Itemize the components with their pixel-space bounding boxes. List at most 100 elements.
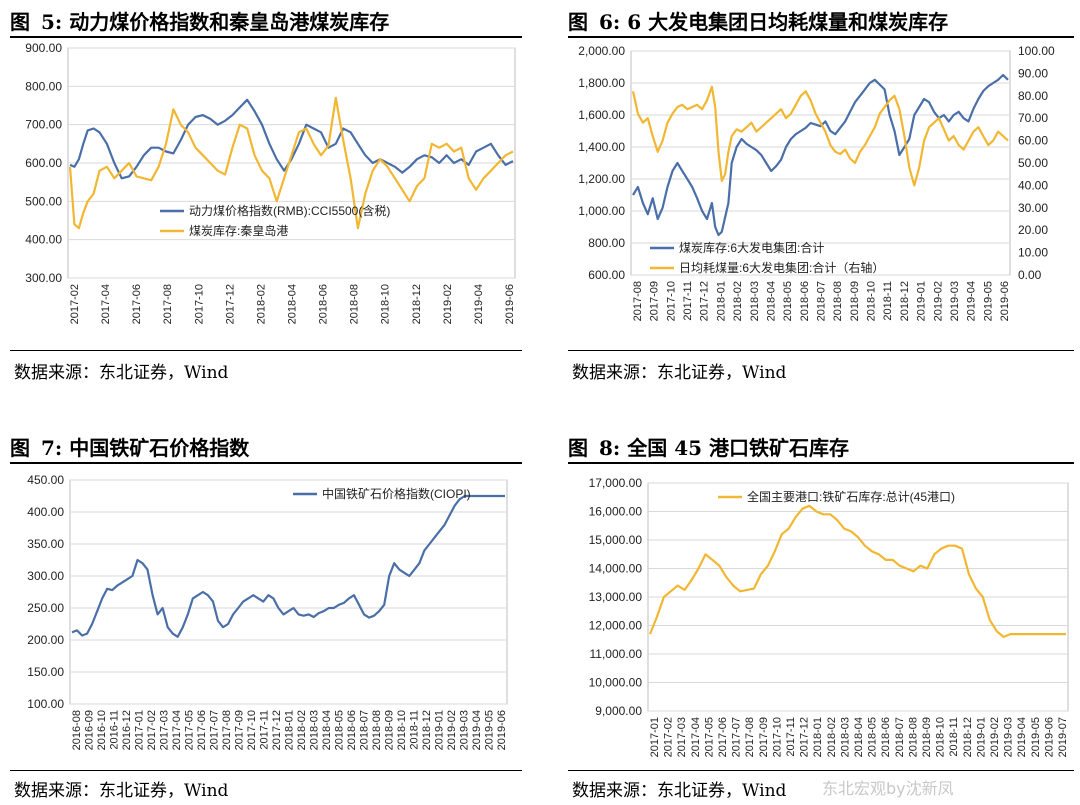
x-tick-label: 2019-06 bbox=[999, 281, 1011, 321]
source-rule bbox=[568, 350, 1074, 351]
x-tick-label: 2017-09 bbox=[649, 281, 661, 321]
figure-title-text: 动力煤价格指数和秦皇岛港煤炭库存 bbox=[69, 10, 390, 34]
x-tick-label: 2018-01 bbox=[715, 281, 727, 321]
figure-label: 图 bbox=[10, 10, 30, 34]
x-tick-label: 2019-05 bbox=[484, 710, 496, 750]
title-rule bbox=[10, 462, 522, 464]
series-line bbox=[632, 73, 1009, 237]
figure-title: 图 7: 中国铁矿石价格指数 bbox=[10, 432, 249, 461]
figure-title-text: 中国铁矿石价格指数 bbox=[69, 436, 250, 460]
series-line bbox=[648, 504, 1066, 638]
x-tick-label: 2017-10 bbox=[771, 717, 783, 757]
y-tick-label: 2,000.00 bbox=[578, 44, 625, 58]
y-tick-label: 100.00 bbox=[27, 697, 64, 711]
x-tick-label: 2018-10 bbox=[935, 717, 947, 757]
x-tick-label: 2017-11 bbox=[259, 710, 271, 750]
x-tick-label: 2017-02 bbox=[146, 710, 158, 750]
x-tick-label: 2018-02 bbox=[255, 284, 267, 324]
x-tick-label: 2016-09 bbox=[84, 710, 96, 750]
y-tick-label: 13,000.00 bbox=[589, 590, 643, 604]
x-tick-label: 2018-01 bbox=[812, 717, 824, 757]
y-tick-label: 350.00 bbox=[27, 537, 64, 551]
x-tick-label: 2019-01 bbox=[975, 717, 987, 757]
x-tick-label: 2017-12 bbox=[271, 710, 283, 750]
y-right-tick-label: 80.00 bbox=[1018, 89, 1048, 103]
figure-5: 图 5: 动力煤价格指数和秦皇岛港煤炭库存 900.00 800.00 700.00… bbox=[10, 0, 530, 390]
x-tick-label: 2019-02 bbox=[446, 710, 458, 750]
x-tick-label: 2018-09 bbox=[921, 717, 933, 757]
x-tick-label: 2017-01 bbox=[134, 710, 146, 750]
x-tick-label: 2019-04 bbox=[1016, 717, 1028, 757]
x-tick-label: 2018-06 bbox=[799, 281, 811, 321]
x-tick-label: 2017-10 bbox=[246, 710, 258, 750]
y-tick-label: 16,000.00 bbox=[589, 505, 643, 519]
y-tick-label: 14,000.00 bbox=[589, 562, 643, 576]
x-tick-label: 2019-05 bbox=[982, 281, 994, 321]
x-tick-label: 2019-06 bbox=[1043, 717, 1055, 757]
x-tick-label: 2018-12 bbox=[899, 281, 911, 321]
y-tick-label: 200.00 bbox=[27, 633, 64, 647]
x-tick-label: 2017-07 bbox=[209, 710, 221, 750]
y-tick-label: 700.00 bbox=[25, 118, 62, 132]
x-tick-label: 2017-04 bbox=[690, 717, 702, 757]
figure-title: 图 8: 全国 45 港口铁矿石库存 bbox=[568, 432, 849, 461]
figure-title: 图 6: 6 大发电集团日均耗煤量和煤炭库存 bbox=[568, 6, 948, 35]
x-tick-label: 2019-06 bbox=[504, 284, 516, 324]
y-tick-label: 500.00 bbox=[25, 194, 62, 208]
figure-8: 图 8: 全国 45 港口铁矿石库存 17,000.00 16,000.00 15,… bbox=[568, 424, 1078, 805]
figure-title-text: 6 大发电集团日均耗煤量和煤炭库存 bbox=[627, 10, 949, 34]
x-tick-label: 2018-12 bbox=[421, 710, 433, 750]
y-tick-label: 300.00 bbox=[25, 271, 62, 285]
y-tick-label: 600.00 bbox=[588, 268, 625, 282]
y-tick-label: 1,800.00 bbox=[578, 76, 625, 90]
source-note: 数据来源：东北证券，Wind bbox=[572, 781, 787, 801]
x-tick-label: 2018-08 bbox=[349, 284, 361, 324]
x-tick-label: 2017-04 bbox=[100, 284, 112, 324]
x-tick-label: 2018-07 bbox=[894, 717, 906, 757]
figure-title-text: 全国 45 港口铁矿石库存 bbox=[627, 436, 850, 460]
x-tick-label: 2019-04 bbox=[966, 281, 978, 321]
x-tick-label: 2017-06 bbox=[131, 284, 143, 324]
x-tick-label: 2019-06 bbox=[496, 710, 508, 750]
y-right-tick-label: 100.00 bbox=[1018, 44, 1055, 58]
x-tick-label: 2017-03 bbox=[159, 710, 171, 750]
y-tick-label: 1,200.00 bbox=[578, 172, 625, 186]
y-tick-label: 9,000.00 bbox=[595, 704, 642, 718]
legend-label: 动力煤价格指数(RMB):CCI5500(含税) bbox=[189, 203, 390, 218]
y-right-tick-label: 90.00 bbox=[1018, 66, 1048, 80]
x-tick-label: 2017-04 bbox=[171, 710, 183, 750]
figure-label: 图 bbox=[10, 436, 30, 460]
x-tick-label: 2017-10 bbox=[193, 284, 205, 324]
x-tick-label: 2018-08 bbox=[371, 710, 383, 750]
y-right-tick-label: 40.00 bbox=[1018, 178, 1048, 192]
source-rule bbox=[10, 770, 522, 771]
x-tick-label: 2016-12 bbox=[121, 710, 133, 750]
chart-7: 450.00 400.00 350.00 300.00 250.00 200.00 150.… bbox=[27, 473, 508, 750]
x-tick-label: 2017-02 bbox=[69, 284, 81, 324]
x-tick-label: 2018-04 bbox=[321, 710, 333, 750]
y-right-tick-label: 30.00 bbox=[1018, 201, 1048, 215]
x-tick-label: 2017-10 bbox=[665, 281, 677, 321]
x-tick-label: 2017-05 bbox=[703, 717, 715, 757]
y-right-tick-label: 10.00 bbox=[1018, 246, 1048, 260]
x-tick-label: 2018-11 bbox=[409, 710, 421, 750]
figure-number: 8: bbox=[598, 436, 621, 460]
x-tick-label: 2017-11 bbox=[785, 717, 797, 757]
figure-title: 图 5: 动力煤价格指数和秦皇岛港煤炭库存 bbox=[10, 6, 389, 35]
x-tick-label: 2018-11 bbox=[948, 717, 960, 757]
x-tick-label: 2018-12 bbox=[411, 284, 423, 324]
y-tick-label: 150.00 bbox=[27, 665, 64, 679]
x-tick-label: 2017-09 bbox=[234, 710, 246, 750]
y-tick-label: 10,000.00 bbox=[589, 676, 643, 690]
x-tick-label: 2017-06 bbox=[196, 710, 208, 750]
x-tick-label: 2019-03 bbox=[949, 281, 961, 321]
figure-number: 6: bbox=[598, 10, 621, 34]
x-tick-label: 2018-03 bbox=[749, 281, 761, 321]
figure-number: 5: bbox=[40, 10, 63, 34]
x-tick-label: 2019-07 bbox=[1057, 717, 1069, 757]
x-tick-label: 2018-07 bbox=[359, 710, 371, 750]
x-tick-label: 2018-05 bbox=[334, 710, 346, 750]
x-tick-label: 2019-05 bbox=[1030, 717, 1042, 757]
y-right-tick-label: 60.00 bbox=[1018, 134, 1048, 148]
x-tick-label: 2018-05 bbox=[867, 717, 879, 757]
